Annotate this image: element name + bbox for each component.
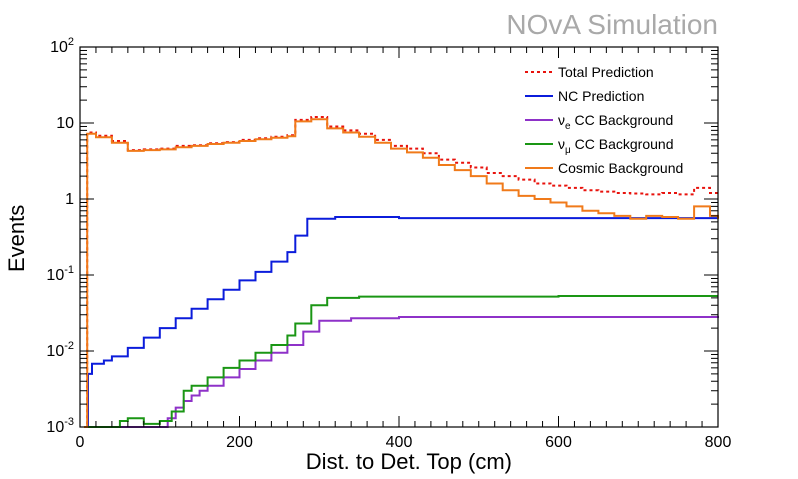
series-line-4 <box>84 118 719 428</box>
series-line-1 <box>84 216 718 428</box>
legend: Total Prediction NC Prediction νe CC Backg… <box>525 64 683 176</box>
y-tick-label: 10 <box>56 115 74 132</box>
y-tick-label: 10-2 <box>46 340 74 360</box>
axis-layer: 0 200 400 600 800 10-3 10-2 10-1 1 10 102 <box>46 36 731 451</box>
legend-label-3: νμ CC Background <box>558 136 673 156</box>
series-line-2 <box>84 315 719 428</box>
plot-frame <box>79 46 719 428</box>
y-tick-label: 102 <box>50 36 74 56</box>
legend-label-0: Total Prediction <box>558 64 654 80</box>
x-tick-label: 600 <box>545 434 572 451</box>
x-tick-label: 200 <box>226 434 253 451</box>
y-tick-label: 1 <box>65 191 74 208</box>
y-tick-label: 10-3 <box>46 416 74 436</box>
legend-label-4: Cosmic Background <box>558 160 683 176</box>
y-tick-label: 10-1 <box>46 264 74 284</box>
nova-simulation-watermark: NOvA Simulation <box>506 9 718 40</box>
y-axis-label: Events <box>4 205 29 272</box>
x-axis-label: Dist. to Det. Top (cm) <box>306 449 512 474</box>
x-tick-label: 800 <box>705 434 732 451</box>
legend-label-2: νe CC Background <box>558 112 673 132</box>
series-line-0 <box>84 116 719 428</box>
x-tick-label: 0 <box>76 434 85 451</box>
x-tick-label: 400 <box>386 434 413 451</box>
legend-label-1: NC Prediction <box>558 88 644 104</box>
